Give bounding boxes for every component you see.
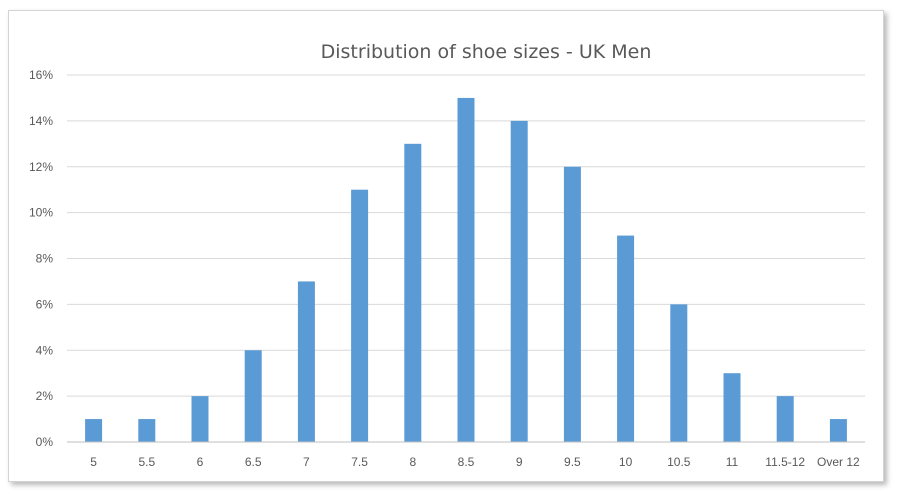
y-tick-label: 4% (36, 343, 54, 357)
y-tick-label: 12% (29, 160, 53, 174)
bar (457, 97, 475, 442)
y-axis-tick-labels: 0% 2% 4% 6% 8% 10% 12% 14% 16% (29, 68, 53, 449)
x-tick-label: 5.5 (138, 455, 155, 469)
bar-chart: Distribution of shoe sizes - UK Men 0% 2%… (29, 41, 865, 469)
y-tick-label: 16% (29, 68, 53, 82)
bar (776, 396, 794, 442)
x-tick-label: 7.5 (351, 455, 368, 469)
y-tick-label: 6% (36, 297, 54, 311)
chart-frame: Distribution of shoe sizes - UK Men 0% 2%… (8, 10, 884, 482)
x-tick-label: 11 (726, 455, 739, 469)
x-tick-label: 8 (409, 455, 416, 469)
x-tick-label: Over 12 (817, 455, 860, 469)
x-tick-label: 10.5 (667, 455, 691, 469)
chart-title: Distribution of shoe sizes - UK Men (321, 41, 652, 63)
x-tick-label: 8.5 (458, 455, 475, 469)
bar (670, 304, 688, 442)
bar (351, 189, 369, 442)
bar (723, 373, 741, 442)
x-tick-label: 6 (197, 455, 204, 469)
x-tick-label: 9 (516, 455, 523, 469)
x-tick-label: 9.5 (564, 455, 581, 469)
y-tick-label: 2% (36, 389, 54, 403)
bar (244, 350, 262, 442)
bar (191, 396, 209, 442)
y-tick-label: 0% (36, 435, 54, 449)
bar (617, 235, 635, 442)
bar (829, 419, 847, 442)
bars (85, 97, 847, 442)
y-tick-label: 10% (29, 206, 53, 220)
x-tick-label: 7 (303, 455, 310, 469)
y-tick-label: 8% (36, 252, 54, 266)
x-tick-label: 11.5-12 (765, 455, 805, 469)
y-tick-label: 14% (29, 114, 53, 128)
bar (563, 166, 581, 442)
bar (85, 419, 103, 442)
bar (297, 281, 315, 442)
x-tick-label: 6.5 (245, 455, 262, 469)
x-axis-tick-labels: 5 5.5 6 6.5 7 7.5 8 8.5 9 9.5 10 10.5 11 11.5-12 Over … (90, 455, 860, 469)
x-tick-label: 5 (90, 455, 97, 469)
bar (404, 143, 422, 442)
bar (510, 120, 528, 442)
x-tick-label: 10 (619, 455, 633, 469)
bar (138, 419, 156, 442)
